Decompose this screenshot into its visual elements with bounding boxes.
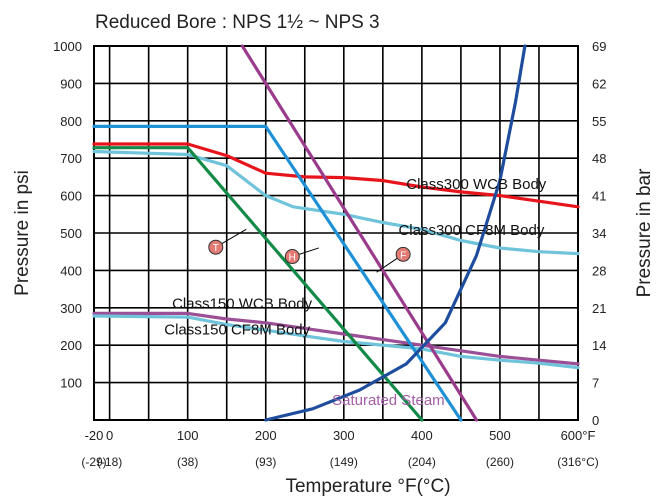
series-layer	[92, 44, 580, 422]
y-tick-label: 300	[60, 301, 82, 316]
y2-tick-label: 34	[592, 226, 606, 241]
markers-layer: TH F	[208, 228, 411, 273]
series-line-class300-cf8m-body	[92, 149, 580, 256]
series-line-class300-wcb-body	[92, 142, 580, 209]
marker-label-h: H	[289, 253, 296, 264]
y2-axis-ticks: 0 7 14 21 28 34 41 48 55 62 69	[592, 39, 606, 428]
y2-axis-label: Pressure in bar	[634, 168, 655, 298]
x-tick-sublabel: (38)	[177, 455, 198, 469]
marker-circle-h	[284, 249, 300, 265]
y-tick-label: 700	[60, 151, 82, 166]
grid	[93, 45, 579, 421]
x-tick-sublabel: (204)	[408, 455, 436, 469]
y-tick-label: 400	[60, 263, 82, 278]
series-line-f	[240, 44, 479, 422]
y-axis-label: Pressure in psi	[12, 170, 33, 296]
x-tick-sublabel: (-29)	[81, 455, 106, 469]
marker-label-f: F	[400, 250, 406, 261]
y-axis-ticks: 100 200 300 400 500 600 700 800 900 1000	[53, 39, 82, 391]
x-tick-sublabel: (149)	[330, 455, 358, 469]
series-line-t	[92, 146, 424, 422]
series-line-h	[92, 124, 463, 422]
series-label-class300-wcb-body: Class300 WCB Body	[406, 176, 547, 193]
x-tick-label: 500	[489, 428, 511, 443]
x-tick-label: 600°F	[561, 428, 596, 443]
marker-circle-f	[395, 246, 411, 262]
y-tick-label: 500	[60, 226, 82, 241]
y2-tick-label: 7	[592, 376, 599, 391]
x-tick-label: 300	[333, 428, 355, 443]
x-tick-label: 100	[177, 428, 199, 443]
y2-tick-label: 62	[592, 76, 606, 91]
y-tick-label: 800	[60, 114, 82, 129]
series-label-class150-cf8m-body: Class150 CF8M Body	[164, 322, 310, 339]
y2-tick-label: 14	[592, 338, 606, 353]
x-tick-label: -20	[85, 428, 104, 443]
y-tick-label: 100	[60, 376, 82, 391]
x-tick-label: 200	[255, 428, 277, 443]
y2-tick-label: 55	[592, 114, 606, 129]
x-tick-label: 0	[106, 428, 113, 443]
y-tick-label: 900	[60, 76, 82, 91]
series-label-class300-cf8m-body: Class300 CF8M Body	[398, 222, 544, 239]
chart-title: Reduced Bore : NPS 1½ ~ NPS 3	[95, 12, 380, 33]
x-axis-ticks: -20 (-29)0 (-18) 100 (38) 200 (93) 300 (149) 400 (…	[81, 428, 598, 469]
series-labels: Class300 WCB Body Class300 CF8M Body Class…	[164, 176, 547, 409]
series-line-class150-cf8m-body	[92, 314, 580, 370]
x-axis-label: Temperature °F(°C)	[285, 476, 450, 497]
y-tick-label: 600	[60, 189, 82, 204]
series-line-class150-wcb-body	[92, 311, 580, 366]
y2-tick-label: 21	[592, 301, 606, 316]
y2-tick-label: 0	[592, 413, 599, 428]
y2-tick-label: 69	[592, 39, 606, 54]
marker-circle-t	[208, 239, 224, 255]
series-line-saturated-steam	[264, 44, 527, 422]
x-tick-sublabel: (-18)	[97, 455, 122, 469]
y-tick-label: 200	[60, 338, 82, 353]
y-tick-label: 1000	[53, 39, 82, 54]
x-tick-sublabel: (316°C)	[557, 455, 598, 469]
y2-tick-label: 41	[592, 189, 606, 204]
series-label-class150-wcb-body: Class150 WCB Body	[172, 296, 313, 313]
x-tick-label: 400	[411, 428, 433, 443]
marker-label-t: T	[213, 243, 219, 254]
series-label-saturated-steam: Saturated Steam	[332, 392, 445, 409]
x-tick-sublabel: (93)	[255, 455, 276, 469]
x-tick-sublabel: (260)	[486, 455, 514, 469]
y2-tick-label: 48	[592, 151, 606, 166]
y2-tick-label: 28	[592, 263, 606, 278]
